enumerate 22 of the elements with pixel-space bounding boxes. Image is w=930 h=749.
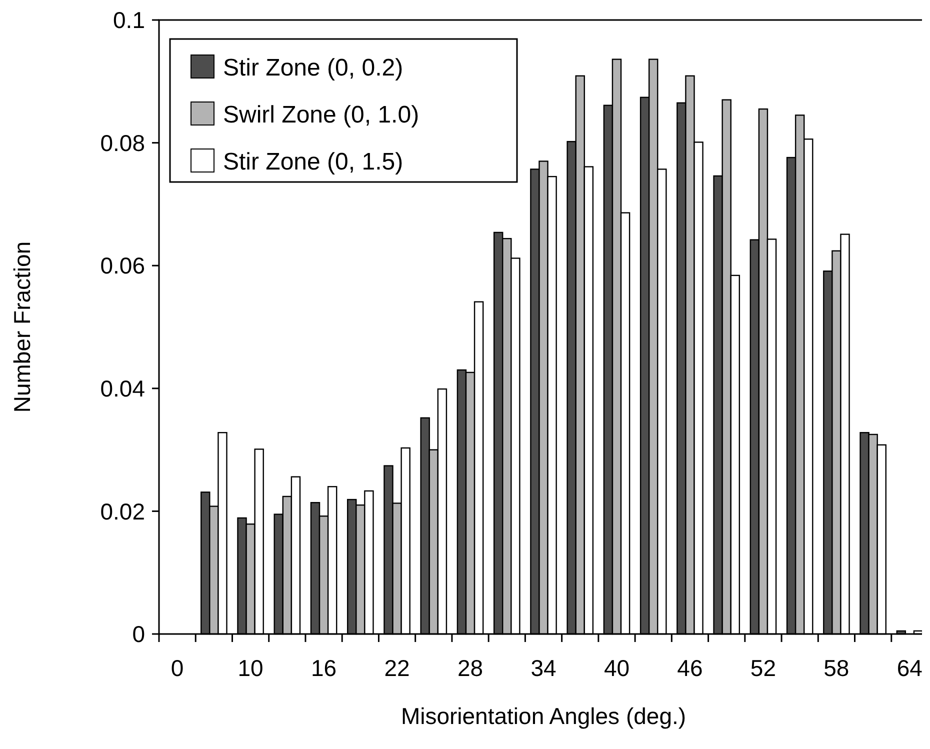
y-tick-label: 0 <box>132 621 145 648</box>
y-tick-label: 0.04 <box>100 375 146 402</box>
x-tick-label: 0 <box>170 655 184 681</box>
y-tick-label: 0.1 <box>113 7 145 34</box>
x-axis-title: Misorientation Angles (deg.) <box>400 703 686 729</box>
x-tick-label: 10 <box>238 655 264 681</box>
y-axis-title: Number Fraction <box>9 241 35 413</box>
x-tick-label: 22 <box>384 655 410 681</box>
legend-label: Stir Zone (0, 1.5) <box>223 148 404 176</box>
x-tick-label: 28 <box>457 655 484 681</box>
y-tick-label: 0.08 <box>100 130 145 156</box>
y-tick-label: 0.02 <box>100 498 145 524</box>
x-tick-label: 16 <box>310 655 337 681</box>
x-tick-label: 46 <box>677 655 703 681</box>
legend-label: Stir Zone (0, 0.2) <box>223 54 404 82</box>
x-tick-label: 40 <box>604 655 630 681</box>
y-tick-label: 0.06 <box>100 252 145 279</box>
x-tick-label: 34 <box>530 655 556 681</box>
x-tick-label: 64 <box>896 655 923 681</box>
x-tick-label: 58 <box>824 655 850 681</box>
x-tick-label: 52 <box>750 655 776 681</box>
legend-label: Swirl Zone (0, 1.0) <box>223 101 420 128</box>
